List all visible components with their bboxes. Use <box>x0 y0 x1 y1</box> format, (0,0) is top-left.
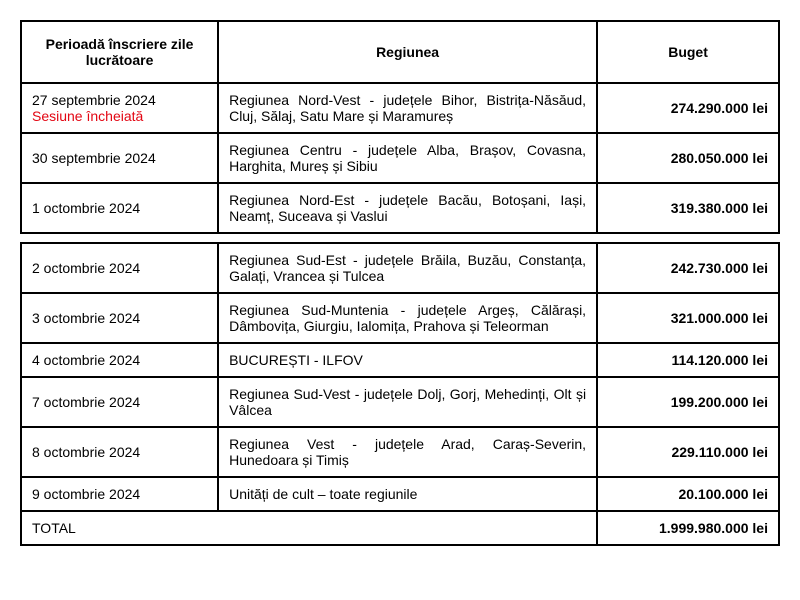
header-period: Perioadă înscriere zile lucrătoare <box>21 21 218 83</box>
table-header-row: Perioadă înscriere zile lucrătoare Regiu… <box>21 21 779 83</box>
period-cell: 9 octombrie 2024 <box>21 477 218 511</box>
budget-schedule-table: Perioadă înscriere zile lucrătoare Regiu… <box>20 20 780 546</box>
table-row: 2 octombrie 2024 Regiunea Sud-Est - jude… <box>21 243 779 293</box>
table-row: 8 octombrie 2024 Regiunea Vest - județel… <box>21 427 779 477</box>
period-cell: 8 octombrie 2024 <box>21 427 218 477</box>
table-row: 27 septembrie 2024 Sesiune încheiată Reg… <box>21 83 779 133</box>
region-cell: Unități de cult – toate regiunile <box>218 477 597 511</box>
period-date: 8 octombrie 2024 <box>32 444 140 460</box>
total-row: TOTAL 1.999.980.000 lei <box>21 511 779 545</box>
budget-cell: 199.200.000 lei <box>597 377 779 427</box>
budget-cell: 280.050.000 lei <box>597 133 779 183</box>
period-date: 1 octombrie 2024 <box>32 200 140 216</box>
budget-cell: 242.730.000 lei <box>597 243 779 293</box>
period-cell: 1 octombrie 2024 <box>21 183 218 233</box>
period-date: 9 octombrie 2024 <box>32 486 140 502</box>
table-row: 30 septembrie 2024 Regiunea Centru - jud… <box>21 133 779 183</box>
table-row: 9 octombrie 2024 Unități de cult – toate… <box>21 477 779 511</box>
budget-cell: 114.120.000 lei <box>597 343 779 377</box>
period-cell: 7 octombrie 2024 <box>21 377 218 427</box>
period-date: 2 octombrie 2024 <box>32 260 140 276</box>
region-cell: Regiunea Nord-Vest - județele Bihor, Bis… <box>218 83 597 133</box>
region-cell: Regiunea Nord-Est - județele Bacău, Boto… <box>218 183 597 233</box>
spacer-row <box>21 233 779 243</box>
table-row: 3 octombrie 2024 Regiunea Sud-Muntenia -… <box>21 293 779 343</box>
header-budget: Buget <box>597 21 779 83</box>
budget-cell: 321.000.000 lei <box>597 293 779 343</box>
period-cell: 30 septembrie 2024 <box>21 133 218 183</box>
region-cell: Regiunea Centru - județele Alba, Brașov,… <box>218 133 597 183</box>
table-row: 7 octombrie 2024 Regiunea Sud-Vest - jud… <box>21 377 779 427</box>
period-cell: 3 octombrie 2024 <box>21 293 218 343</box>
header-region: Regiunea <box>218 21 597 83</box>
region-cell: BUCUREȘTI - ILFOV <box>218 343 597 377</box>
region-cell: Regiunea Sud-Muntenia - județele Argeș, … <box>218 293 597 343</box>
table-row: 4 octombrie 2024 BUCUREȘTI - ILFOV 114.1… <box>21 343 779 377</box>
period-date: 30 septembrie 2024 <box>32 150 156 166</box>
budget-cell: 319.380.000 lei <box>597 183 779 233</box>
table-row: 1 octombrie 2024 Regiunea Nord-Est - jud… <box>21 183 779 233</box>
budget-cell: 274.290.000 lei <box>597 83 779 133</box>
period-status: Sesiune încheiată <box>32 108 207 124</box>
region-cell: Regiunea Vest - județele Arad, Caraș-Sev… <box>218 427 597 477</box>
period-date: 27 septembrie 2024 <box>32 92 156 108</box>
total-label: TOTAL <box>21 511 597 545</box>
budget-cell: 229.110.000 lei <box>597 427 779 477</box>
period-date: 4 octombrie 2024 <box>32 352 140 368</box>
total-value: 1.999.980.000 lei <box>597 511 779 545</box>
period-cell: 4 octombrie 2024 <box>21 343 218 377</box>
period-cell: 27 septembrie 2024 Sesiune încheiată <box>21 83 218 133</box>
period-date: 7 octombrie 2024 <box>32 394 140 410</box>
budget-cell: 20.100.000 lei <box>597 477 779 511</box>
region-cell: Regiunea Sud-Est - județele Brăila, Buză… <box>218 243 597 293</box>
period-cell: 2 octombrie 2024 <box>21 243 218 293</box>
period-date: 3 octombrie 2024 <box>32 310 140 326</box>
region-cell: Regiunea Sud-Vest - județele Dolj, Gorj,… <box>218 377 597 427</box>
